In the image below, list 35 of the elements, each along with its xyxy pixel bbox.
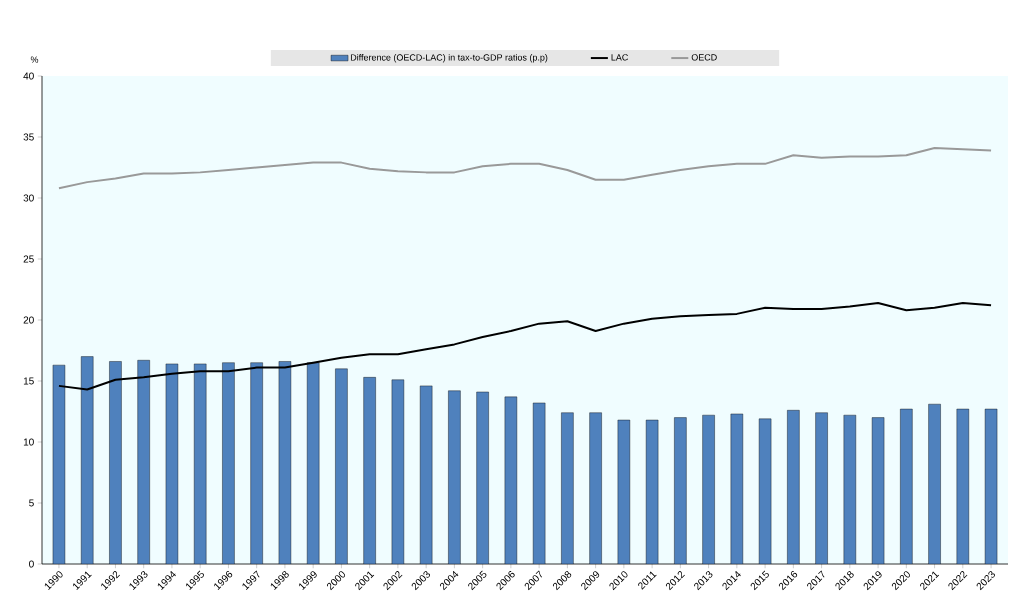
bar	[674, 417, 687, 564]
bar	[928, 403, 941, 564]
bar	[250, 362, 263, 564]
bar	[222, 362, 235, 564]
bar	[137, 360, 150, 564]
bar	[335, 368, 348, 564]
legend-label: Difference (OECD-LAC) in tax-to-GDP ratios (p.p)	[350, 54, 548, 63]
bar	[815, 412, 828, 564]
bar	[109, 361, 122, 564]
bar	[306, 362, 320, 564]
bar	[702, 414, 715, 564]
y-tick-label: 35	[23, 133, 34, 141]
y-tick-label: 0	[29, 560, 34, 568]
bar	[476, 391, 489, 564]
y-tick-label: 10	[23, 438, 34, 446]
y-tick-label: 20	[23, 316, 34, 324]
bar	[448, 390, 461, 564]
legend-label: OECD	[691, 54, 717, 61]
bar	[589, 412, 602, 564]
bar	[363, 377, 376, 564]
y-tick-label: 15	[23, 377, 34, 385]
y-tick-label: 25	[23, 255, 34, 263]
y-axis-title: %	[30, 56, 39, 63]
y-tick-label: 5	[29, 499, 34, 507]
bar	[81, 356, 94, 564]
bar	[843, 414, 857, 564]
legend-label: LAC	[611, 54, 628, 61]
bar	[193, 363, 207, 564]
bar	[900, 408, 913, 564]
bar	[561, 412, 574, 564]
y-tick-label: 40	[23, 72, 34, 80]
y-tick-label: 30	[23, 194, 34, 202]
bar	[956, 408, 970, 564]
bar	[787, 410, 800, 564]
line-series	[57, 146, 993, 190]
